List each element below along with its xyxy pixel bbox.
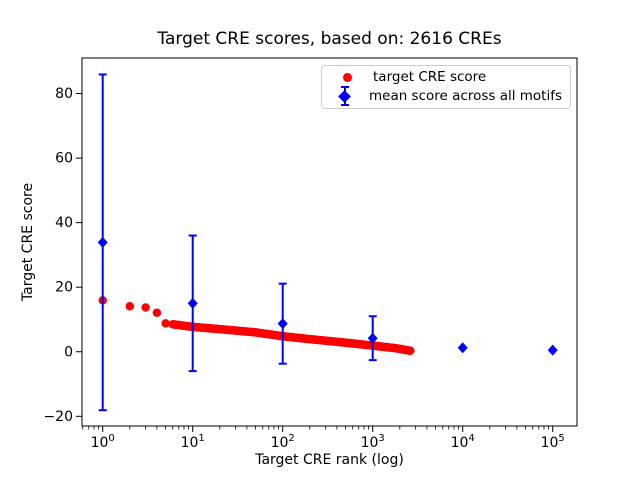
- chart-title: Target CRE scores, based on: 2616 CREs: [157, 29, 502, 49]
- red-point: [125, 301, 135, 311]
- y-axis-label: Target CRE score: [20, 182, 36, 302]
- x-tick-label: 104: [451, 433, 475, 451]
- legend-label: mean score across all motifs: [368, 88, 562, 104]
- blue-diamond-point: [457, 342, 468, 354]
- blue-diamond-point: [367, 332, 378, 344]
- legend-errorbar-marker-icon: [330, 86, 360, 106]
- red-point: [152, 308, 162, 317]
- mean-score-series: [97, 73, 558, 412]
- red-band-point: [406, 346, 415, 356]
- legend: target CRE score mean score across all m…: [321, 65, 571, 109]
- y-tick-label: 0: [64, 344, 73, 360]
- x-axis-label: Target CRE rank (log): [255, 452, 404, 468]
- legend-circle-marker-icon: [330, 68, 364, 86]
- blue-diamond-point: [547, 344, 558, 356]
- x-tick-label: 105: [541, 433, 565, 451]
- y-tick-label: 40: [55, 215, 73, 231]
- blue-diamond-errorbar-icon: [338, 86, 352, 106]
- y-tick-label: 60: [55, 151, 73, 167]
- y-tick-label: 80: [55, 86, 73, 102]
- plot-border: [81, 57, 578, 427]
- red-point: [161, 319, 170, 328]
- red-point: [141, 303, 150, 312]
- x-tick-label: 102: [271, 433, 295, 451]
- legend-label: target CRE score: [373, 69, 487, 85]
- blue-diamond-point: [277, 318, 288, 330]
- red-dot-icon: [342, 72, 352, 82]
- blue-diamond-point: [97, 236, 108, 248]
- y-tick-label: 20: [55, 280, 73, 296]
- x-tick-label: 101: [181, 433, 205, 451]
- legend-item-mean-score: mean score across all motifs: [330, 86, 562, 106]
- y-axis: −20 0 20 40 60 80: [43, 86, 82, 425]
- x-tick-label: 103: [361, 433, 385, 451]
- x-axis: 100 101 102 103 104 105: [82, 426, 565, 451]
- target-cre-score-series: [98, 296, 415, 356]
- x-tick-label: 100: [91, 433, 115, 451]
- y-tick-label: −20: [43, 409, 73, 425]
- blue-diamond-point: [187, 297, 198, 309]
- legend-item-target-cre-score: target CRE score: [330, 68, 562, 86]
